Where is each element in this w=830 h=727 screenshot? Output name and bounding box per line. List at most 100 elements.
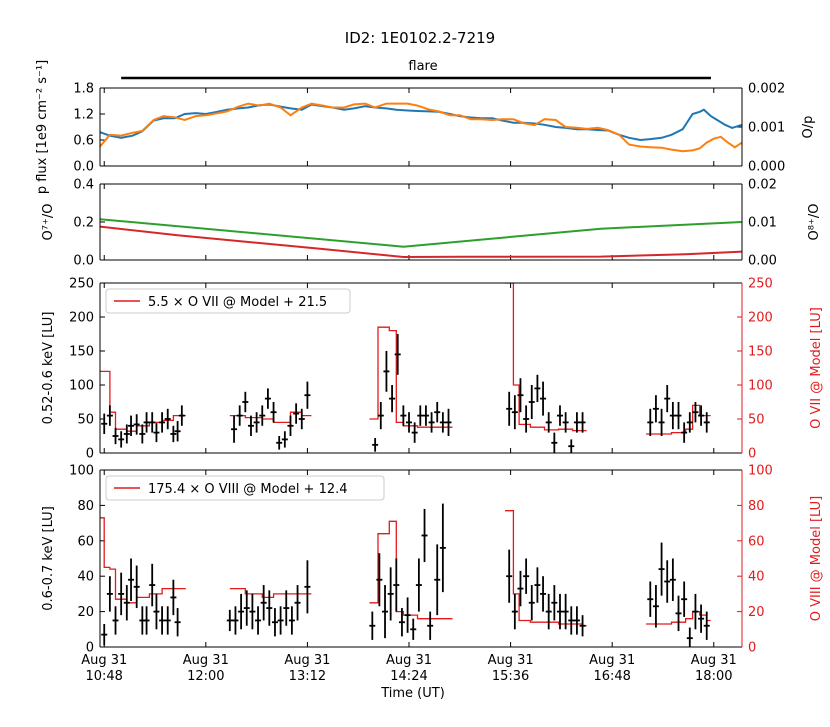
legend: 175.4 × O VIII @ Model + 12.4 xyxy=(105,475,385,501)
data-point xyxy=(231,415,238,443)
model-step xyxy=(100,517,186,604)
data-point xyxy=(143,606,150,635)
legend-box xyxy=(105,475,385,501)
data-point xyxy=(394,334,401,375)
data-point xyxy=(139,424,146,444)
data-point xyxy=(255,606,262,635)
data-point xyxy=(411,422,418,443)
data-point xyxy=(118,431,125,448)
data-point xyxy=(579,615,586,637)
data-point xyxy=(506,549,513,603)
data-point xyxy=(101,623,108,646)
data-point xyxy=(383,351,390,392)
plot-area xyxy=(100,283,711,453)
data-point xyxy=(106,576,113,612)
y-tick-label-left: 0 xyxy=(86,641,94,656)
data-point xyxy=(249,593,256,630)
data-point xyxy=(511,395,518,430)
data-point xyxy=(669,402,676,430)
panel-2: 0.0 0.2 0.4 0.00 0.01 0.02 O⁷⁺/O O⁸⁺/O xyxy=(41,178,822,269)
data-point xyxy=(266,590,273,626)
data-point xyxy=(692,402,699,423)
data-point xyxy=(376,553,383,607)
data-point xyxy=(393,558,400,612)
data-point xyxy=(389,385,396,413)
x-tick-label-date: Aug 31 xyxy=(81,653,127,668)
model-step xyxy=(505,283,587,432)
data-point xyxy=(259,405,266,426)
data-point xyxy=(562,412,569,433)
data-point xyxy=(511,593,518,630)
data-point xyxy=(410,618,417,640)
data-point xyxy=(417,405,424,426)
y-tick-label-left: 100 xyxy=(69,464,94,479)
panel-4: 0 20 40 60 80 100 0 20 40 60 80 100 0.6-0.7 keV [LU]… xyxy=(41,464,824,656)
data-point xyxy=(692,593,699,630)
y-tick-label-right: 250 xyxy=(748,277,773,292)
data-point xyxy=(253,412,260,433)
data-point xyxy=(304,381,311,409)
model-step xyxy=(100,370,186,432)
data-point xyxy=(658,542,665,596)
data-point xyxy=(428,412,435,433)
data-point xyxy=(128,558,135,601)
y-tick-label-right: 0 xyxy=(748,641,756,656)
data-point xyxy=(112,606,119,635)
y-axis-label-left: p flux [1e9 cm⁻² s⁻¹] xyxy=(35,60,50,194)
data-point xyxy=(153,593,160,630)
data-point xyxy=(540,576,547,612)
data-point xyxy=(439,412,446,433)
data-point xyxy=(123,585,130,621)
data-point xyxy=(579,412,586,433)
x-tick-label-time: 14:24 xyxy=(390,669,427,684)
data-point xyxy=(556,405,563,426)
y-tick-label-right: 0.001 xyxy=(748,121,785,136)
data-point xyxy=(675,595,682,632)
data-point xyxy=(404,597,411,633)
panel-3: 0 50 100 150 200 250 0 50 100 150 200 250 0.52-0.6 k… xyxy=(41,277,824,462)
data-point xyxy=(387,567,394,621)
y-tick-label-right: 0.000 xyxy=(748,160,785,175)
data-point xyxy=(377,402,384,430)
series-line-p-flux xyxy=(100,103,742,142)
series-line-o8-o xyxy=(100,225,742,259)
y-tick-label-right: 100 xyxy=(748,379,773,394)
data-point xyxy=(149,563,156,607)
data-point xyxy=(681,422,688,443)
data-point xyxy=(226,609,233,632)
y-tick-label-right: 0 xyxy=(748,447,756,462)
y-tick-label-left: 60 xyxy=(77,534,94,549)
data-point xyxy=(506,391,513,426)
data-point xyxy=(178,405,185,426)
plot-area xyxy=(100,218,742,259)
legend-label: 5.5 × O VII @ Model + 21.5 xyxy=(148,295,327,310)
data-point xyxy=(551,432,558,453)
data-point xyxy=(277,606,284,635)
y-tick-label-right: 150 xyxy=(748,345,773,360)
data-point xyxy=(264,388,271,409)
y-tick-label-left: 0.0 xyxy=(73,254,94,269)
data-point xyxy=(439,503,446,593)
data-point xyxy=(398,608,405,637)
data-point xyxy=(159,606,166,635)
y-tick-label-right: 100 xyxy=(748,464,773,479)
data-point xyxy=(664,560,671,603)
data-point xyxy=(143,412,150,433)
data-point xyxy=(276,436,283,450)
data-point xyxy=(382,585,389,639)
x-axis-label: Time (UT) xyxy=(380,686,445,701)
flare-label: flare xyxy=(408,59,437,74)
data-point xyxy=(271,608,278,637)
model-step xyxy=(369,326,453,428)
data-point xyxy=(236,405,243,426)
data-point xyxy=(101,413,108,434)
x-tick-label-time: 16:48 xyxy=(593,669,630,684)
data-point xyxy=(698,604,705,633)
data-point xyxy=(540,381,547,416)
data-point xyxy=(652,585,659,628)
legend-label: 175.4 × O VIII @ Model + 12.4 xyxy=(148,482,348,497)
y-tick-label-right: 200 xyxy=(748,311,773,326)
data-point xyxy=(545,412,552,433)
x-tick-label-date: Aug 31 xyxy=(589,653,635,668)
panel-1: 0.0 0.6 1.2 1.8 0.000 0.001 0.002 p flux [1e9 c… xyxy=(35,60,816,194)
